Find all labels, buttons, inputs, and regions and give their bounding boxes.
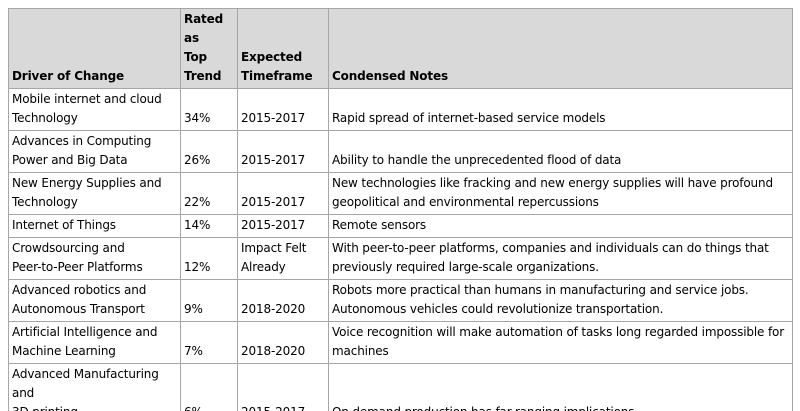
drivers-of-change-table: Driver of Change Rated as Top Trend Expe… [8,8,793,411]
col-header-rated-as-top-trend: Rated as Top Trend [180,8,238,89]
cell-driver: Crowdsourcing and Peer-to-Peer Platforms [8,237,181,280]
cell-driver: Internet of Things [8,214,181,238]
table-row: Mobile internet and cloud Technology 34%… [8,88,793,131]
cell-notes: Remote sensors [328,214,793,238]
cell-rated: 7% [180,321,238,364]
header-row: Driver of Change Rated as Top Trend Expe… [8,8,793,89]
table-row: Advanced robotics and Autonomous Transpo… [8,279,793,322]
table-row: Internet of Things 14% 2015-2017 Remote … [8,214,793,238]
cell-timeframe: 2015-2017 [237,130,329,173]
cell-timeframe: 2018-2020 [237,279,329,322]
col-header-driver-of-change: Driver of Change [8,8,181,89]
table-row: New Energy Supplies and Technology 22% 2… [8,172,793,215]
cell-rated: 34% [180,88,238,131]
col-header-expected-timeframe: Expected Timeframe [237,8,329,89]
cell-notes: New technologies like fracking and new e… [328,172,793,215]
cell-timeframe: 2015-2017 [237,172,329,215]
cell-driver: Advanced robotics and Autonomous Transpo… [8,279,181,322]
table-row: Advanced Manufacturing and 3D printing 6… [8,363,793,411]
cell-notes: With peer-to-peer platforms, companies a… [328,237,793,280]
cell-timeframe: 2015-2017 [237,88,329,131]
table-row: Advances in Computing Power and Big Data… [8,130,793,173]
cell-timeframe: 2015-2017 [237,214,329,238]
cell-notes: Ability to handle the unprecedented floo… [328,130,793,173]
cell-rated: 14% [180,214,238,238]
cell-rated: 26% [180,130,238,173]
cell-driver: New Energy Supplies and Technology [8,172,181,215]
col-header-condensed-notes: Condensed Notes [328,8,793,89]
table-row: Crowdsourcing and Peer-to-Peer Platforms… [8,237,793,280]
cell-rated: 9% [180,279,238,322]
cell-rated: 6% [180,363,238,411]
cell-notes: On demand production has far-ranging imp… [328,363,793,411]
cell-notes: Rapid spread of internet-based service m… [328,88,793,131]
cell-notes: Robots more practical than humans in man… [328,279,793,322]
cell-notes: Voice recognition will make automation o… [328,321,793,364]
cell-driver: Advanced Manufacturing and 3D printing [8,363,181,411]
cell-driver: Advances in Computing Power and Big Data [8,130,181,173]
table-row: Artificial Intelligence and Machine Lear… [8,321,793,364]
cell-timeframe: 2018-2020 [237,321,329,364]
cell-timeframe: Impact Felt Already [237,237,329,280]
cell-rated: 22% [180,172,238,215]
cell-rated: 12% [180,237,238,280]
cell-timeframe: 2015-2017 [237,363,329,411]
cell-driver: Mobile internet and cloud Technology [8,88,181,131]
cell-driver: Artificial Intelligence and Machine Lear… [8,321,181,364]
